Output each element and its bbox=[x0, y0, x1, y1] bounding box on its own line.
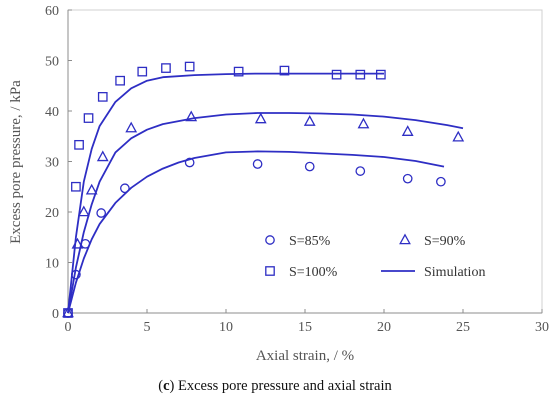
square-marker bbox=[355, 69, 366, 80]
simulation-curve bbox=[67, 112, 464, 314]
simulation-curve bbox=[67, 72, 384, 314]
triangle-marker bbox=[303, 115, 316, 126]
x-tick-label: 5 bbox=[144, 320, 151, 335]
triangle-marker bbox=[85, 183, 98, 195]
square-marker bbox=[83, 113, 94, 123]
y-tick-label: 10 bbox=[45, 257, 59, 272]
triangle-marker bbox=[96, 150, 109, 162]
y-tick-label: 60 bbox=[45, 4, 59, 19]
caption-text: Excess pore pressure and axial strain bbox=[174, 378, 392, 394]
caption-label: c bbox=[163, 378, 170, 394]
square-marker bbox=[97, 92, 108, 102]
triangle-marker bbox=[77, 205, 90, 217]
simulation-curve bbox=[67, 150, 445, 314]
circle-marker bbox=[71, 269, 81, 280]
square-marker bbox=[375, 69, 386, 80]
square-marker bbox=[74, 139, 84, 150]
circle-marker bbox=[304, 161, 315, 172]
x-tick-label: 0 bbox=[65, 320, 72, 335]
square-marker bbox=[137, 66, 148, 77]
square-marker bbox=[161, 63, 171, 73]
y-tick-label: 0 bbox=[52, 307, 59, 322]
square-marker bbox=[115, 75, 125, 86]
legend-triangle-swatch bbox=[399, 233, 411, 245]
x-tick-label: 10 bbox=[219, 320, 233, 335]
x-axis-ticks: 0 5 10 15 20 25 30 bbox=[65, 309, 549, 335]
x-tick-label: 20 bbox=[377, 320, 391, 335]
circle-marker bbox=[120, 183, 130, 194]
x-tick-label: 25 bbox=[456, 320, 470, 335]
y-tick-label: 30 bbox=[45, 156, 59, 171]
square-marker bbox=[233, 66, 244, 77]
y-tick-label: 40 bbox=[45, 105, 59, 120]
triangle-marker bbox=[71, 237, 84, 249]
circle-marker bbox=[184, 157, 195, 168]
square-marker bbox=[63, 308, 73, 318]
legend-label: S=85% bbox=[289, 234, 331, 249]
x-axis-title: Axial strain, / % bbox=[256, 348, 354, 364]
x-tick-label: 15 bbox=[298, 320, 312, 335]
legend-label: S=100% bbox=[289, 265, 338, 280]
triangle-marker bbox=[185, 110, 198, 122]
square-marker bbox=[71, 181, 81, 192]
y-tick-label: 20 bbox=[45, 206, 59, 221]
x-tick-label: 30 bbox=[535, 320, 549, 335]
square-marker bbox=[279, 65, 290, 76]
circle-marker bbox=[80, 238, 91, 249]
triangle-marker bbox=[401, 125, 414, 136]
legend: S=85% S=90% S=100% Simulation bbox=[265, 233, 485, 280]
circle-marker bbox=[436, 176, 446, 187]
y-axis-title: Excess pore pressure, / kPa bbox=[8, 80, 24, 244]
legend-label: Simulation bbox=[424, 265, 485, 280]
circle-marker bbox=[402, 173, 413, 184]
triangle-marker bbox=[357, 117, 370, 129]
figure-caption: (c) Excess pore pressure and axial strai… bbox=[158, 378, 392, 394]
y-axis-ticks: 0 10 20 30 40 50 60 bbox=[45, 4, 72, 322]
legend-square-swatch bbox=[265, 266, 275, 276]
triangle-marker bbox=[125, 121, 138, 133]
triangle-marker bbox=[452, 130, 465, 142]
triangle-marker bbox=[254, 112, 267, 124]
circle-marker bbox=[96, 208, 107, 218]
square-marker bbox=[184, 61, 195, 72]
circle-marker bbox=[355, 166, 366, 176]
circle-marker bbox=[252, 159, 263, 169]
y-tick-label: 50 bbox=[45, 55, 59, 70]
data-markers bbox=[62, 61, 465, 318]
legend-circle-swatch bbox=[265, 235, 275, 245]
square-marker bbox=[331, 69, 342, 80]
legend-label: S=90% bbox=[424, 234, 466, 249]
simulation-curves bbox=[67, 72, 464, 314]
